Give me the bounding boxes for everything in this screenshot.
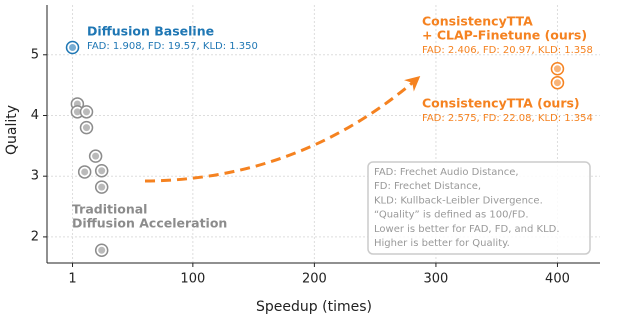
point-core	[98, 246, 106, 254]
point-core	[69, 43, 77, 51]
x-tick-label: 1	[68, 272, 76, 287]
annotation: ConsistencyTTA	[422, 14, 533, 29]
point-core	[83, 108, 90, 116]
point	[94, 163, 109, 178]
note: “Quality” is defined as 100/FD.	[374, 210, 529, 221]
point-core	[92, 152, 100, 160]
annotation: Diffusion Baseline	[87, 24, 214, 39]
arrow	[144, 76, 421, 183]
point-core	[553, 79, 561, 87]
plot: 1 100 200 300 400 2 3 4 5 Diffusion Baseline FAD: …	[31, 5, 600, 287]
point	[65, 40, 80, 55]
point-core	[553, 65, 561, 73]
point	[550, 75, 565, 90]
annotation: + CLAP-Finetune (ours)	[422, 28, 587, 43]
note: Higher is better for Quality.	[374, 238, 510, 249]
x-tick-label: 400	[545, 272, 570, 287]
annotation: Diffusion Acceleration	[72, 216, 227, 231]
point-core	[98, 167, 106, 175]
point	[94, 243, 109, 258]
y-tick-label: 4	[31, 108, 39, 123]
note: FAD: Frechet Audio Distance,	[374, 167, 519, 178]
annotation: Traditional	[72, 202, 147, 217]
point-core	[98, 183, 106, 191]
note: Lower is better for FAD, FD, and KLD.	[374, 224, 560, 235]
point	[550, 61, 565, 76]
x-tick-label: 200	[302, 272, 327, 287]
point	[88, 149, 103, 163]
y-tick-label: 5	[31, 47, 39, 62]
y-tick-label: 2	[31, 229, 39, 244]
note-box	[367, 161, 591, 255]
point	[94, 180, 109, 194]
point	[79, 105, 94, 119]
point-core	[73, 108, 81, 116]
note: KLD: Kullback-Leibler Divergence.	[374, 195, 543, 206]
annotation-detail: FAD: 2.406, FD: 20.97, KLD: 1.358	[422, 45, 593, 56]
y-tick-label: 3	[31, 169, 39, 184]
x-tick-label: 100	[180, 272, 205, 287]
annotation-detail: FAD: 2.575, FD: 22.08, KLD: 1.354	[422, 113, 593, 124]
point	[79, 120, 94, 135]
point	[77, 165, 92, 179]
x-axis-label: Speedup (times)	[256, 299, 372, 315]
annotation: ConsistencyTTA (ours)	[422, 96, 580, 111]
point-core	[83, 124, 90, 132]
annotation-detail: FAD: 1.908, FD: 19.57, KLD: 1.350	[87, 41, 258, 52]
x-tick-label: 300	[424, 272, 449, 287]
y-axis-label: Quality	[4, 105, 20, 155]
note: FD: Frechet Distance,	[374, 181, 481, 192]
point-core	[81, 168, 89, 176]
